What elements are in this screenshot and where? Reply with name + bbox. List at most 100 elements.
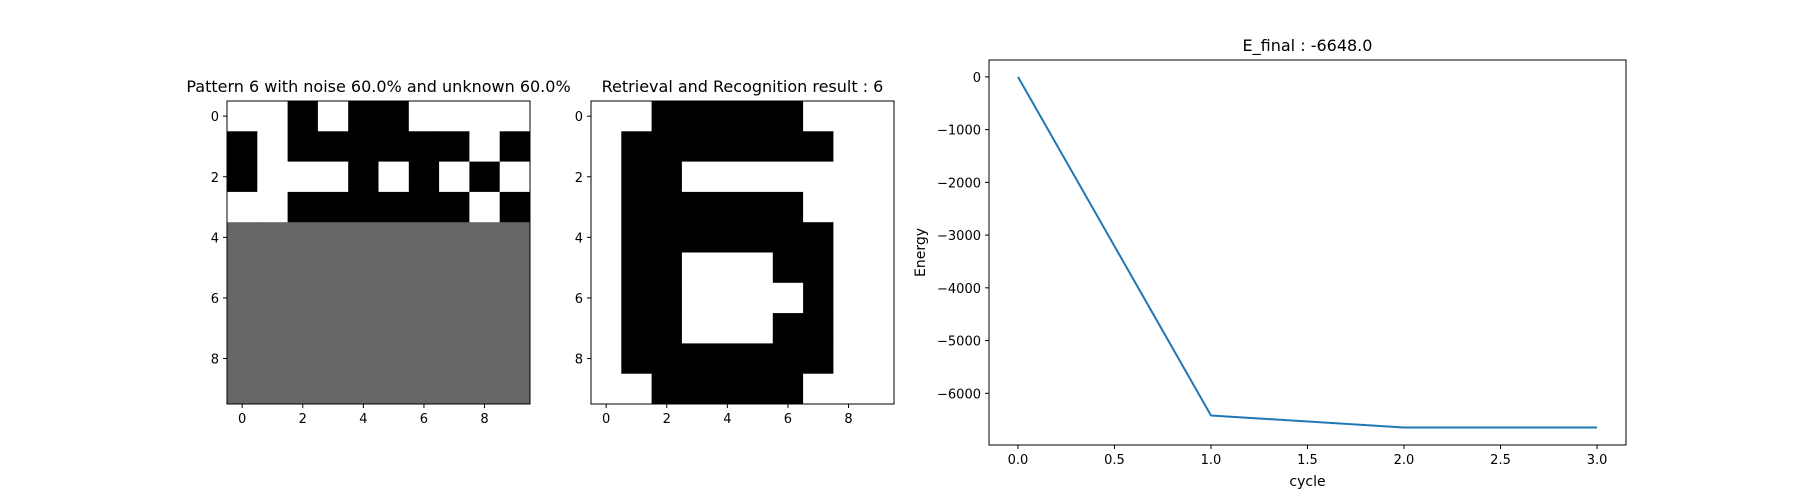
heatmap-cell: [408, 101, 440, 132]
heatmap-cell: [803, 131, 834, 162]
heatmap-cell: [591, 282, 622, 314]
energy-line-chart: 0.0 0.5 1.0 1.5 2.0 2.5 3.0 0 −1000 −2000 −3000 −40…: [913, 36, 1627, 490]
heatmap-cell: [651, 222, 683, 253]
x-tick-label: 0: [602, 412, 610, 427]
heatmap-cell: [348, 161, 379, 193]
heatmap-cell: [681, 161, 713, 193]
x-tick-label: 1.5: [1297, 453, 1318, 468]
heatmap-cell: [651, 373, 683, 405]
heatmap-cell: [227, 101, 258, 132]
heatmap-cell: [439, 252, 470, 284]
heatmap-cell: [257, 313, 288, 344]
y-tick-label: 0: [973, 71, 981, 86]
chart-title: E_final : -6648.0: [1243, 36, 1373, 56]
heatmap-cell: [499, 191, 531, 223]
x-tick-label: 3.0: [1587, 453, 1608, 468]
heatmap-cell: [833, 101, 865, 132]
heatmap-cell: [712, 252, 743, 284]
heatmap-cell: [408, 252, 440, 284]
heatmap-cell: [257, 343, 288, 375]
heatmap-cell: [317, 282, 349, 314]
heatmap-cell: [469, 343, 501, 375]
x-tick-label: 0.5: [1104, 453, 1125, 468]
heatmap-cell: [772, 373, 804, 405]
heatmap-cell: [499, 161, 531, 193]
heatmap-cell: [227, 131, 258, 162]
heatmap-cell: [287, 222, 319, 253]
heatmap-cell: [287, 313, 319, 344]
heatmap-cell: [651, 343, 683, 375]
heatmap-cell: [712, 282, 743, 314]
heatmap-cell: [257, 252, 288, 284]
heatmap-cell: [772, 222, 804, 253]
x-tick-label: 4: [723, 412, 731, 427]
heatmap-cell: [469, 282, 501, 314]
heatmap-cell: [833, 252, 865, 284]
heatmap-cell: [712, 101, 743, 132]
heatmap-cell: [227, 282, 258, 314]
x-tick-label: 2: [299, 412, 307, 427]
heatmap-cell: [681, 222, 713, 253]
y-tick-label: −3000: [937, 229, 981, 244]
heatmap-cell: [833, 191, 865, 223]
heatmap-cell: [772, 343, 804, 375]
heatmap-cell: [681, 101, 713, 132]
heatmap-cell: [378, 313, 410, 344]
heatmap-cell: [499, 343, 531, 375]
heatmap-cell: [469, 101, 501, 132]
heatmap-cell: [591, 101, 622, 132]
heatmap-cell: [772, 131, 804, 162]
heatmap-cell: [621, 161, 652, 193]
y-axis-label: Energy: [913, 228, 929, 277]
x-tick-label: 0.0: [1008, 453, 1029, 468]
heatmap-cell: [408, 222, 440, 253]
heatmap-cell: [681, 191, 713, 223]
heatmap-cell: [803, 282, 834, 314]
heatmap-cell: [439, 161, 470, 193]
heatmap-cell: [803, 161, 834, 193]
heatmap-cell: [378, 343, 410, 375]
heatmap-cell: [742, 191, 774, 223]
heatmap-cell: [772, 161, 804, 193]
heatmap-cell: [681, 131, 713, 162]
heatmap-cell: [408, 343, 440, 375]
heatmap-cell: [439, 222, 470, 253]
heatmap-cell: [287, 343, 319, 375]
heatmap-cell: [408, 161, 440, 193]
y-tick-label: 8: [575, 353, 583, 368]
heatmap-cell: [439, 101, 470, 132]
heatmap-cell: [287, 373, 319, 405]
heatmap-cell: [803, 252, 834, 284]
heatmap-cell: [317, 373, 349, 405]
heatmap-cell: [803, 343, 834, 375]
heatmap-cell: [681, 252, 713, 284]
heatmap-cell: [499, 373, 531, 405]
heatmap-cell: [712, 313, 743, 344]
heatmap-cell: [287, 161, 319, 193]
heatmap-cell: [772, 101, 804, 132]
heatmap-cell: [469, 222, 501, 253]
heatmap-cell: [712, 161, 743, 193]
chart-title: Retrieval and Recognition result : 6: [602, 77, 884, 96]
heatmap-cell: [408, 131, 440, 162]
heatmap-cell: [287, 131, 319, 162]
y-tick-label: 0: [211, 110, 219, 125]
heatmap-cell: [591, 191, 622, 223]
heatmap-cell: [681, 282, 713, 314]
heatmap-cell: [439, 313, 470, 344]
heatmap-cell: [591, 222, 622, 253]
heatmap-cell: [348, 282, 379, 314]
heatmap-cell: [348, 101, 379, 132]
heatmap-cell: [469, 131, 501, 162]
heatmap-cell: [408, 313, 440, 344]
heatmap-cell: [833, 131, 865, 162]
heatmap-cell: [378, 131, 410, 162]
x-tick-label: 4: [359, 412, 367, 427]
heatmap-cell: [317, 131, 349, 162]
heatmap-cell: [257, 222, 288, 253]
heatmap-cell: [863, 252, 895, 284]
heatmap-cell: [227, 343, 258, 375]
heatmap-cell: [378, 373, 410, 405]
x-tick-label: 2: [663, 412, 671, 427]
y-tick-label: 6: [211, 292, 219, 307]
